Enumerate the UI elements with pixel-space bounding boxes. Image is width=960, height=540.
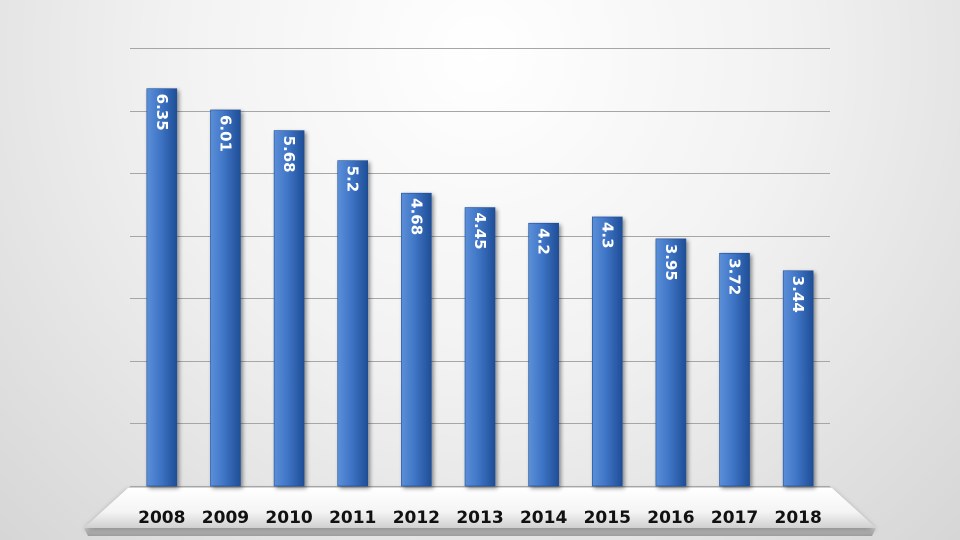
- bar-2017: [719, 252, 750, 487]
- x-tick-label-2008: 2008: [138, 508, 185, 528]
- bar-2013: [464, 207, 496, 487]
- bar-2016: [655, 238, 687, 487]
- x-tick-label-2009: 2009: [202, 508, 249, 528]
- bar-2010: [273, 130, 305, 487]
- data-label-2009: 6.01: [216, 115, 234, 152]
- data-label-2012: 4.68: [407, 198, 425, 235]
- x-tick-label-2017: 2017: [711, 508, 758, 528]
- bar-2012: [401, 192, 432, 487]
- data-label-2011: 5.2: [344, 166, 362, 193]
- data-label-2013: 4.45: [471, 213, 489, 250]
- x-tick-label-2014: 2014: [520, 508, 567, 528]
- data-label-2014: 4.2: [535, 228, 553, 255]
- data-label-2010: 5.68: [280, 136, 298, 173]
- data-labels: 6.35 6.01 5.68 5.2 4.68 4.45 4.2 4.3 3.95 3.72 3.4…: [153, 94, 807, 313]
- data-label-2017: 3.72: [726, 258, 744, 295]
- x-tick-label-2011: 2011: [329, 508, 376, 528]
- bar-2018: [782, 270, 814, 487]
- chart-base-platform: [84, 488, 876, 536]
- x-tick-label-2012: 2012: [393, 508, 440, 528]
- x-tick-label-2013: 2013: [456, 508, 503, 528]
- x-axis-tick-labels: 2008 2009 2010 2011 2012 2013 2014 2015 2016 2017…: [138, 508, 822, 528]
- bar-2014: [528, 222, 559, 487]
- x-tick-label-2015: 2015: [584, 508, 631, 528]
- data-label-2015: 4.3: [598, 222, 616, 249]
- x-tick-label-2010: 2010: [265, 508, 312, 528]
- x-tick-label-2016: 2016: [647, 508, 694, 528]
- bar-2008: [146, 88, 178, 487]
- bar-2009: [210, 109, 241, 487]
- gridlines: [130, 48, 830, 487]
- data-label-2016: 3.95: [662, 244, 680, 281]
- bars: [146, 88, 814, 487]
- data-label-2018: 3.44: [789, 276, 807, 313]
- bar-2015: [591, 216, 623, 487]
- bar-2011: [337, 160, 369, 487]
- x-tick-label-2018: 2018: [775, 508, 822, 528]
- data-label-2008: 6.35: [153, 94, 171, 131]
